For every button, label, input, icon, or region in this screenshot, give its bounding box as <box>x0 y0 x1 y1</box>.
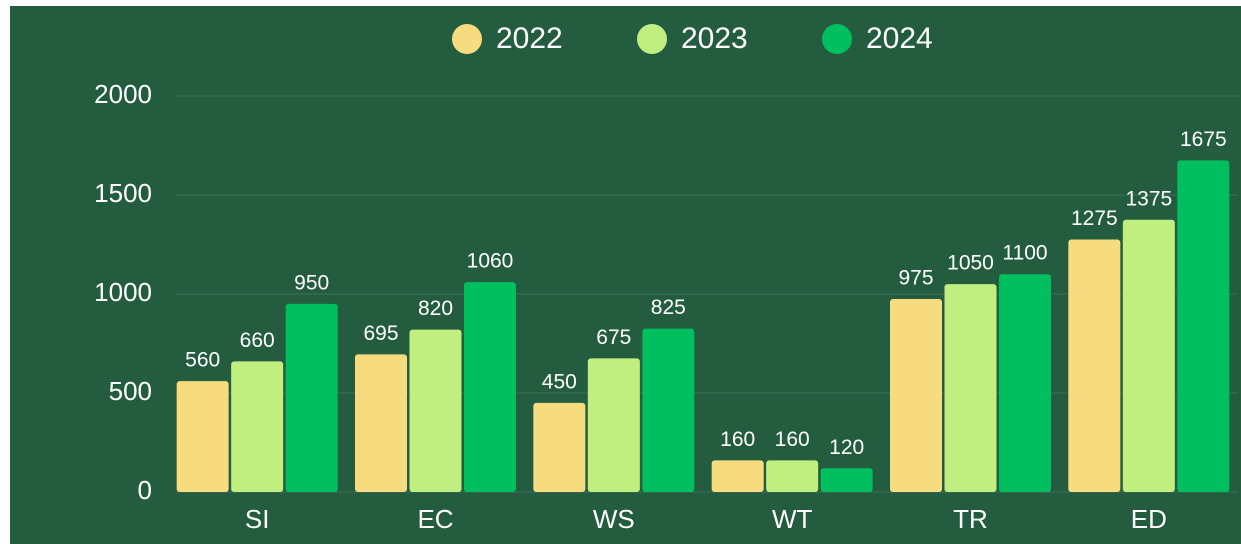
value-label: 820 <box>418 297 453 320</box>
x-tick-label: SI <box>245 504 270 534</box>
bar <box>533 403 585 492</box>
value-label: 160 <box>775 428 810 451</box>
bar <box>642 329 694 492</box>
chart: 2022 2023 2024 0 500 1000 1500 2000 SI 560 660 950… <box>0 0 1241 544</box>
bar <box>410 330 462 492</box>
value-label: 950 <box>294 271 329 294</box>
x-tick-label: TR <box>953 504 988 534</box>
bar <box>286 304 338 492</box>
bar <box>464 282 516 492</box>
bar <box>1123 220 1175 492</box>
bar <box>766 460 818 492</box>
value-label: 975 <box>898 266 933 289</box>
bar <box>1068 240 1120 492</box>
bar <box>355 354 407 492</box>
bar <box>945 284 997 492</box>
bar <box>588 358 640 492</box>
value-label: 1275 <box>1071 207 1118 230</box>
bar <box>1177 160 1229 492</box>
bar <box>999 274 1051 492</box>
y-tick-label: 1000 <box>94 277 152 307</box>
value-label: 1050 <box>947 252 994 275</box>
value-label: 1100 <box>1002 242 1047 265</box>
legend-swatch <box>452 24 482 54</box>
y-tick-label: 0 <box>138 475 152 505</box>
value-label: 825 <box>651 296 686 319</box>
legend-swatch <box>822 24 852 54</box>
legend-swatch <box>637 24 667 54</box>
value-label: 450 <box>542 370 577 393</box>
value-label: 660 <box>240 329 275 352</box>
y-tick-label: 500 <box>109 376 152 406</box>
x-tick-label: WS <box>593 504 635 534</box>
value-label: 1375 <box>1125 187 1172 210</box>
value-label: 1675 <box>1180 128 1227 151</box>
legend-label: 2023 <box>681 22 748 55</box>
value-label: 120 <box>829 436 864 459</box>
bar <box>231 361 283 492</box>
value-label: 1060 <box>467 250 514 273</box>
x-tick-label: ED <box>1131 504 1167 534</box>
x-tick-label: EC <box>417 504 453 534</box>
page: {"chart_data": {"type": "bar", "categori… <box>0 0 1241 544</box>
bar <box>890 299 942 492</box>
y-tick-label: 2000 <box>94 79 152 109</box>
y-tick-label: 1500 <box>94 178 152 208</box>
value-label: 695 <box>363 322 398 345</box>
bar <box>177 381 229 492</box>
value-label: 560 <box>185 349 220 372</box>
x-tick-label: WT <box>772 504 813 534</box>
legend-label: 2024 <box>866 22 933 55</box>
bar <box>821 468 873 492</box>
bar <box>712 460 764 492</box>
value-label: 675 <box>596 326 631 349</box>
value-label: 160 <box>720 428 755 451</box>
legend-label: 2022 <box>496 22 563 55</box>
